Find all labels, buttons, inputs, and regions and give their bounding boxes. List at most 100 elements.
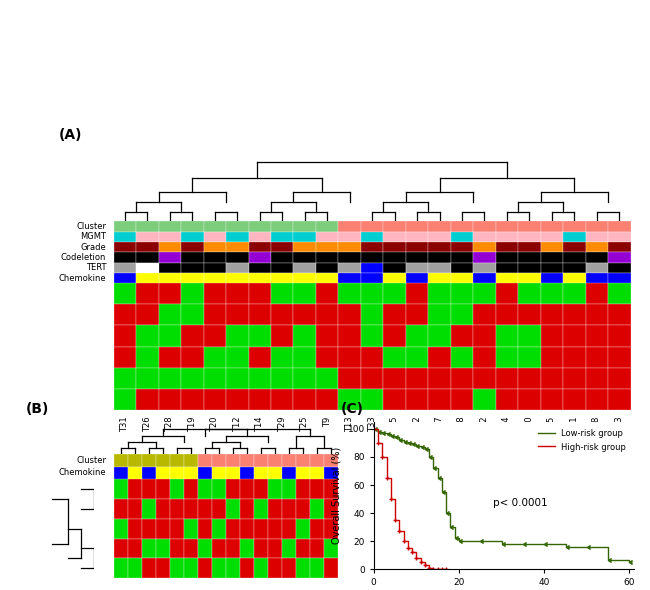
Bar xyxy=(310,558,324,578)
Bar xyxy=(361,242,384,253)
Bar xyxy=(156,519,170,539)
Bar xyxy=(406,273,428,283)
Bar xyxy=(316,283,339,304)
Bar xyxy=(563,326,586,347)
Low-risk group xyxy=(476,537,484,545)
Bar xyxy=(563,368,586,389)
Bar xyxy=(361,347,384,368)
Bar xyxy=(114,499,128,519)
Bar xyxy=(361,253,384,263)
Bar xyxy=(181,283,203,304)
Bar xyxy=(294,389,316,410)
Low-risk group xyxy=(417,444,424,451)
Bar xyxy=(114,231,136,242)
Bar xyxy=(608,304,630,326)
Bar xyxy=(586,242,608,253)
Bar xyxy=(406,242,428,253)
Bar xyxy=(203,389,226,410)
Bar xyxy=(563,253,586,263)
Bar xyxy=(296,519,310,539)
Bar xyxy=(226,347,248,368)
Bar xyxy=(226,283,248,304)
High-risk group xyxy=(404,545,411,552)
Bar xyxy=(226,242,248,253)
Bar xyxy=(406,231,428,242)
Bar xyxy=(541,326,563,347)
Bar xyxy=(159,368,181,389)
Bar xyxy=(184,558,198,578)
Low-risk group xyxy=(540,540,548,548)
Text: p< 0.0001: p< 0.0001 xyxy=(493,498,548,508)
Bar xyxy=(271,253,294,263)
Bar xyxy=(159,242,181,253)
Bar xyxy=(473,242,496,253)
Bar xyxy=(159,263,181,273)
Bar xyxy=(181,389,203,410)
Bar xyxy=(339,242,361,253)
Bar xyxy=(324,467,338,479)
Bar xyxy=(473,263,496,273)
Bar xyxy=(473,326,496,347)
Bar xyxy=(226,467,240,479)
Bar xyxy=(316,347,339,368)
Bar xyxy=(248,273,271,283)
Bar xyxy=(282,479,296,499)
Bar xyxy=(142,454,156,467)
Line: Low-risk group: Low-risk group xyxy=(374,429,629,562)
Bar xyxy=(226,539,240,558)
High-risk group xyxy=(417,559,424,566)
Bar xyxy=(518,253,541,263)
Bar xyxy=(128,558,142,578)
Bar xyxy=(170,499,184,519)
High-risk group xyxy=(378,454,386,461)
Bar xyxy=(586,389,608,410)
Bar xyxy=(316,231,339,242)
Bar xyxy=(406,326,428,347)
High-risk group xyxy=(370,425,378,432)
Bar xyxy=(406,389,428,410)
Low-risk group xyxy=(421,445,429,452)
Bar xyxy=(518,242,541,253)
Bar xyxy=(361,326,384,347)
Bar xyxy=(384,347,406,368)
Bar xyxy=(294,347,316,368)
Bar xyxy=(361,304,384,326)
Bar xyxy=(384,242,406,253)
Bar xyxy=(184,519,198,539)
Bar xyxy=(339,283,361,304)
Bar xyxy=(226,253,248,263)
Bar xyxy=(608,389,630,410)
Bar xyxy=(406,368,428,389)
Low-risk group xyxy=(498,540,506,548)
Bar xyxy=(114,479,128,499)
Low-risk group xyxy=(442,510,450,517)
Bar xyxy=(268,467,282,479)
Bar xyxy=(324,519,338,539)
Bar xyxy=(339,326,361,347)
High-risk group xyxy=(413,555,421,562)
Bar xyxy=(339,273,361,283)
Bar xyxy=(136,368,159,389)
Bar xyxy=(428,283,450,304)
Bar xyxy=(203,347,226,368)
Bar xyxy=(310,499,324,519)
Bar xyxy=(136,347,159,368)
Bar xyxy=(240,467,254,479)
Bar xyxy=(324,454,338,467)
High-risk group xyxy=(442,566,450,573)
Bar xyxy=(159,273,181,283)
Bar xyxy=(473,283,496,304)
Bar xyxy=(496,242,518,253)
Bar xyxy=(339,221,361,231)
Low-risk group xyxy=(438,489,446,496)
High-risk group xyxy=(425,565,433,572)
Bar xyxy=(142,499,156,519)
Bar xyxy=(170,479,184,499)
Bar xyxy=(563,221,586,231)
Bar xyxy=(198,479,212,499)
Bar xyxy=(384,326,406,347)
Bar xyxy=(496,389,518,410)
Bar xyxy=(240,539,254,558)
Bar xyxy=(586,347,608,368)
Bar xyxy=(339,304,361,326)
